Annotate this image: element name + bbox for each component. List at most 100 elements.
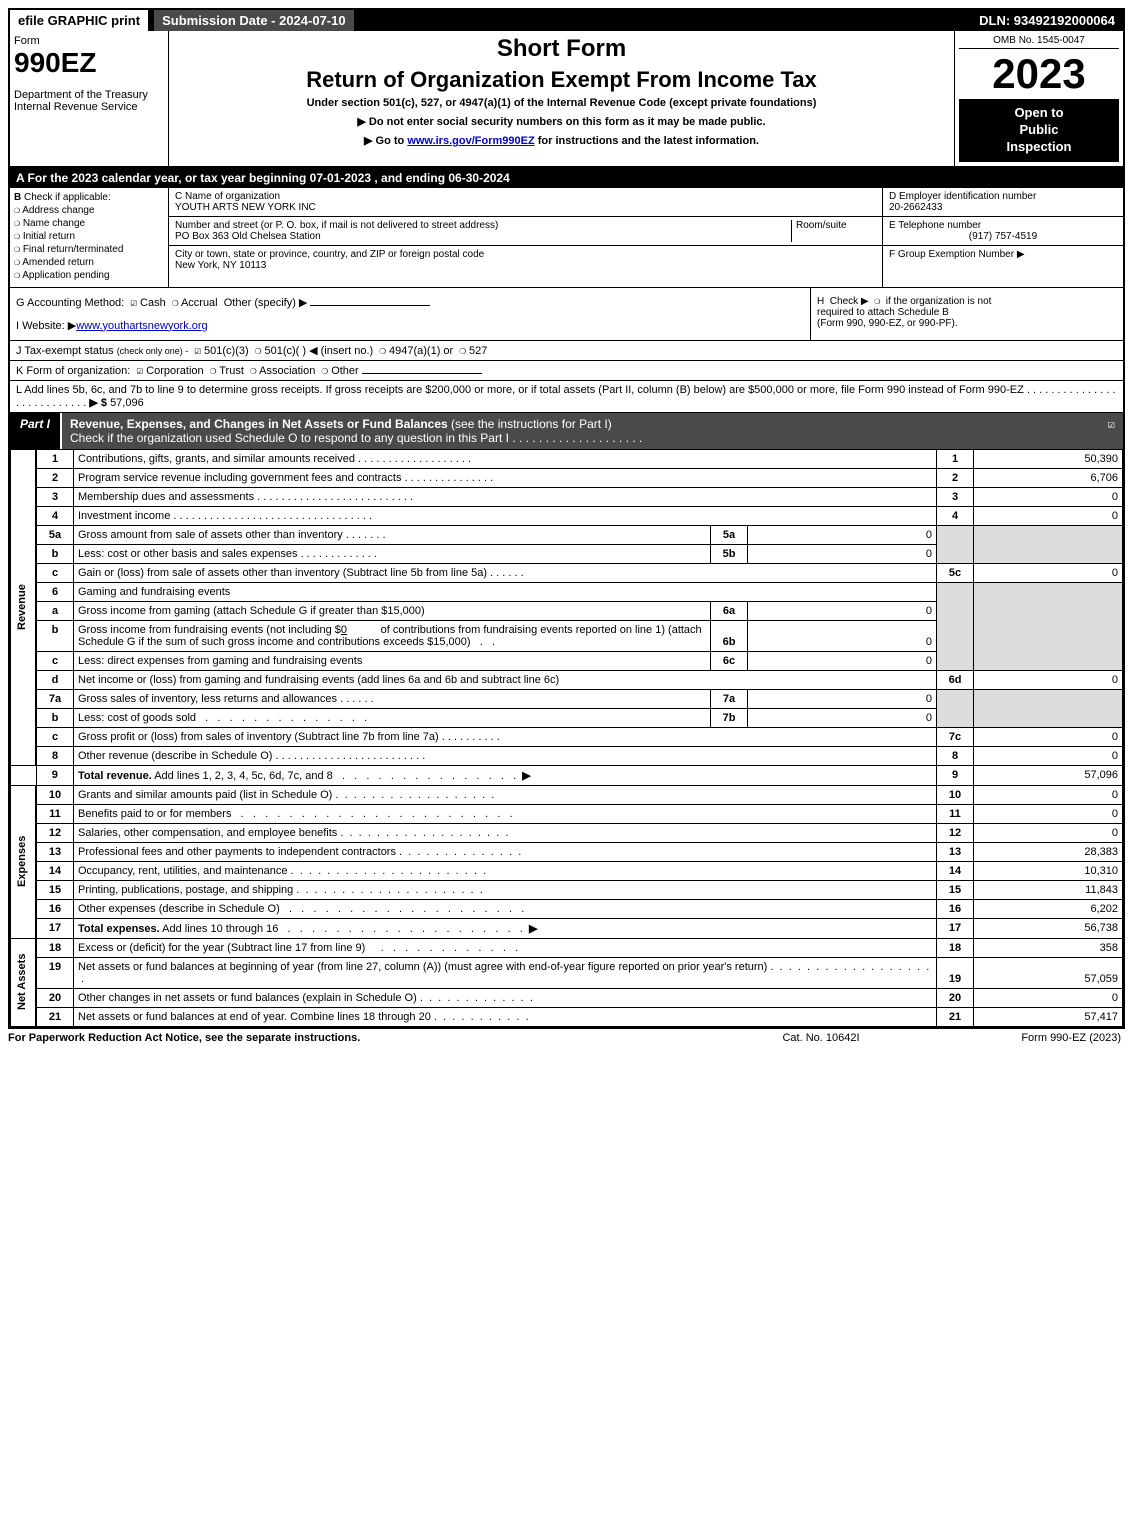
desc-12: Salaries, other compensation, and employ…: [74, 823, 937, 842]
row-14: 14 Occupancy, rent, utilities, and maint…: [11, 861, 1123, 880]
part-1-title: Revenue, Expenses, and Changes in Net As…: [62, 413, 1100, 449]
cb-final-return[interactable]: ❍ Final return/terminated: [14, 244, 164, 255]
ln-13: 13: [937, 842, 974, 861]
irs-link[interactable]: www.irs.gov/Form990EZ: [407, 135, 534, 147]
ln-7c: 7c: [937, 727, 974, 746]
line-g-h: G Accounting Method: ☑ Cash ❍ Accrual Ot…: [10, 288, 1123, 341]
cb-initial-return[interactable]: ❍ Initial return: [14, 231, 164, 242]
website-link[interactable]: www.youthartsnewyork.org: [76, 320, 207, 332]
val-13: 28,383: [974, 842, 1123, 861]
subval-6c: 0: [748, 651, 937, 670]
k-corp: Corporation: [146, 365, 203, 377]
open-l3: Inspection: [965, 139, 1113, 156]
rn-7c: c: [36, 727, 74, 746]
rn-10: 10: [36, 785, 74, 804]
short-form-title: Short Form: [173, 35, 950, 63]
val-8: 0: [974, 746, 1123, 765]
desc-6b: Gross income from fundraising events (no…: [74, 620, 711, 651]
rn-15: 15: [36, 880, 74, 899]
val-21: 57,417: [974, 1007, 1123, 1026]
val-4: 0: [974, 506, 1123, 525]
h-not: not: [978, 296, 992, 307]
dept-treasury: Department of the Treasury: [14, 89, 164, 101]
cb-501c-icon[interactable]: ❍: [255, 344, 262, 357]
cb-accrual-icon[interactable]: ❍: [172, 296, 179, 309]
cb-name-change[interactable]: ❍ Name change: [14, 218, 164, 229]
ln-4: 4: [937, 506, 974, 525]
row-4: 4 Investment income . . . . . . . . . . …: [11, 506, 1123, 525]
cb-cash-icon[interactable]: ☑: [130, 296, 137, 309]
rn-14: 14: [36, 861, 74, 880]
cb-4947-icon[interactable]: ❍: [379, 344, 386, 357]
row-10: Expenses 10 Grants and similar amounts p…: [11, 785, 1123, 804]
k-other-input[interactable]: [362, 373, 482, 374]
efile-print-label[interactable]: efile GRAPHIC print: [10, 10, 150, 31]
desc-2: Program service revenue including govern…: [74, 468, 937, 487]
val-10: 0: [974, 785, 1123, 804]
cb-527-icon[interactable]: ❍: [459, 344, 466, 357]
cb-assoc-icon[interactable]: ❍: [250, 364, 257, 377]
desc-16: Other expenses (describe in Schedule O) …: [74, 899, 937, 918]
d-value: 20-2662433: [889, 202, 1117, 213]
cb-other-icon[interactable]: ❍: [322, 364, 329, 377]
checkbox-icon: ❍: [14, 257, 20, 268]
val-2: 6,706: [974, 468, 1123, 487]
k-label: K Form of organization:: [16, 365, 130, 377]
ln-14: 14: [937, 861, 974, 880]
tax-year: 2023: [959, 53, 1119, 95]
desc-6: Gaming and fundraising events: [74, 582, 937, 601]
line-l: L Add lines 5b, 6c, and 7b to line 9 to …: [10, 381, 1123, 413]
cb-corp-icon[interactable]: ☑: [136, 364, 143, 377]
cb-pending[interactable]: ❍ Application pending: [14, 270, 164, 281]
h-text3: required to attach Schedule B: [817, 307, 949, 318]
footer-form: Form 990-EZ (2023): [921, 1032, 1121, 1044]
city-block: City or town, state or province, country…: [169, 246, 882, 274]
return-title: Return of Organization Exempt From Incom…: [173, 67, 950, 93]
row-19: 19 Net assets or fund balances at beginn…: [11, 957, 1123, 988]
open-to-public: Open to Public Inspection: [959, 99, 1119, 162]
cb-trust-icon[interactable]: ❍: [210, 364, 217, 377]
g-other-input[interactable]: [310, 305, 430, 306]
sub-5a: 5a: [711, 525, 748, 544]
ssn-warning: ▶ Do not enter social security numbers o…: [173, 115, 950, 128]
header-right: OMB No. 1545-0047 2023 Open to Public In…: [955, 31, 1123, 166]
desc-15: Printing, publications, postage, and shi…: [74, 880, 937, 899]
row-9: 9 Total revenue. Add lines 1, 2, 3, 4, 5…: [11, 765, 1123, 785]
row-7c: c Gross profit or (loss) from sales of i…: [11, 727, 1123, 746]
val-6d: 0: [974, 670, 1123, 689]
rn-7a: 7a: [36, 689, 74, 708]
rn-8: 8: [36, 746, 74, 765]
desc-7c: Gross profit or (loss) from sales of inv…: [74, 727, 937, 746]
e-value: (917) 757-4519: [889, 231, 1117, 242]
header-center: Short Form Return of Organization Exempt…: [169, 31, 955, 166]
j-label: J Tax-exempt status: [16, 345, 114, 357]
checkbox-icon: ❍: [14, 244, 20, 255]
part1-checkbox[interactable]: ☑: [1100, 413, 1123, 449]
ln-16: 16: [937, 899, 974, 918]
row-6: 6 Gaming and fundraising events: [11, 582, 1123, 601]
street-value: PO Box 363 Old Chelsea Station: [175, 231, 791, 242]
sub-7a: 7a: [711, 689, 748, 708]
cb-amended[interactable]: ❍ Amended return: [14, 257, 164, 268]
desc-6d: Net income or (loss) from gaming and fun…: [74, 670, 937, 689]
ln-5c: 5c: [937, 563, 974, 582]
cb-address-change[interactable]: ❍ Address change: [14, 205, 164, 216]
row-2: 2 Program service revenue including gove…: [11, 468, 1123, 487]
dln-number: DLN: 93492192000064: [971, 10, 1123, 31]
line-g: G Accounting Method: ☑ Cash ❍ Accrual Ot…: [10, 288, 810, 340]
shade-6v: [974, 582, 1123, 670]
rn-19: 19: [36, 957, 74, 988]
cb-h-icon[interactable]: ❍: [874, 296, 880, 307]
shade-6: [937, 582, 974, 670]
ln-19: 19: [937, 957, 974, 988]
val-16: 6,202: [974, 899, 1123, 918]
rn-5c: c: [36, 563, 74, 582]
b-label: B: [14, 192, 21, 203]
cb-schedule-o-icon: ☑: [1108, 417, 1115, 431]
sub-7b: 7b: [711, 708, 748, 727]
val-12: 0: [974, 823, 1123, 842]
cb-501c3-icon[interactable]: ☑: [194, 344, 201, 357]
ln-9: 9: [937, 765, 974, 785]
open-l1: Open to: [965, 105, 1113, 122]
l-arrow: ▶ $: [89, 397, 107, 409]
